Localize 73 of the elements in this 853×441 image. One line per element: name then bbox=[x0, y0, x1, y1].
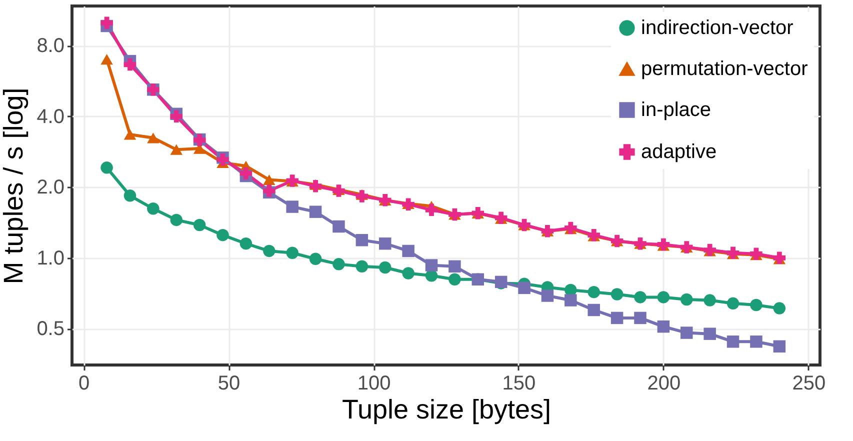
point bbox=[286, 246, 298, 259]
point bbox=[147, 202, 160, 215]
x-tick-label: 0 bbox=[78, 372, 90, 394]
point bbox=[588, 304, 600, 316]
legend-label: indirection-vector bbox=[641, 17, 794, 39]
y-tick-label: 8.0 bbox=[36, 35, 64, 58]
legend-label: adaptive bbox=[641, 141, 717, 163]
point bbox=[750, 336, 762, 348]
point bbox=[170, 110, 182, 123]
point bbox=[147, 132, 160, 144]
y-tick-label: 1.0 bbox=[36, 247, 64, 270]
point bbox=[402, 267, 414, 280]
point bbox=[332, 258, 345, 270]
point bbox=[448, 260, 461, 272]
point bbox=[704, 328, 716, 340]
point bbox=[240, 237, 252, 250]
point bbox=[588, 286, 600, 298]
point bbox=[309, 252, 322, 266]
point bbox=[378, 237, 392, 250]
y-tick-label: 0.5 bbox=[36, 318, 64, 340]
y-tick-label: 4.0 bbox=[36, 106, 64, 128]
point bbox=[240, 167, 252, 180]
point bbox=[634, 291, 646, 304]
point bbox=[773, 302, 786, 314]
legend-label: in-place bbox=[641, 99, 712, 121]
y-tick-label: 2.0 bbox=[36, 176, 64, 199]
x-tick-label: 250 bbox=[792, 372, 826, 394]
point bbox=[402, 244, 414, 258]
point bbox=[309, 180, 322, 192]
legend-label: permutation-vector bbox=[641, 58, 808, 80]
point bbox=[680, 293, 693, 306]
point bbox=[610, 288, 624, 300]
point bbox=[541, 290, 554, 302]
point bbox=[286, 200, 298, 213]
point bbox=[425, 259, 438, 272]
point bbox=[332, 220, 345, 233]
point bbox=[680, 326, 693, 339]
point bbox=[657, 320, 670, 333]
point bbox=[750, 298, 762, 312]
point bbox=[704, 294, 716, 306]
point bbox=[425, 204, 438, 216]
point bbox=[726, 336, 740, 348]
x-tick-label: 100 bbox=[357, 372, 391, 394]
point bbox=[100, 54, 113, 65]
point bbox=[448, 273, 461, 286]
point bbox=[263, 174, 276, 186]
x-tick-label: 150 bbox=[502, 372, 536, 394]
point bbox=[170, 214, 182, 226]
point bbox=[564, 294, 577, 306]
point bbox=[518, 282, 530, 294]
point bbox=[170, 144, 182, 155]
point bbox=[356, 234, 368, 246]
point bbox=[726, 297, 740, 310]
point bbox=[378, 261, 392, 274]
point bbox=[309, 206, 322, 218]
x-tick-label: 200 bbox=[647, 372, 681, 394]
point bbox=[356, 260, 368, 272]
x-tick-label: 50 bbox=[218, 372, 240, 394]
point bbox=[124, 129, 136, 140]
point bbox=[100, 16, 113, 30]
point bbox=[100, 162, 113, 174]
point bbox=[634, 312, 646, 324]
point bbox=[356, 190, 368, 202]
point bbox=[610, 312, 624, 324]
y-axis-title: M tuples / s [log] bbox=[0, 88, 29, 284]
point bbox=[216, 228, 229, 242]
x-axis-title: Tuple size [bytes] bbox=[342, 394, 552, 424]
point bbox=[193, 218, 206, 232]
point bbox=[657, 291, 670, 304]
point bbox=[124, 190, 136, 202]
point bbox=[263, 244, 276, 258]
point bbox=[773, 340, 786, 353]
point bbox=[124, 58, 136, 71]
